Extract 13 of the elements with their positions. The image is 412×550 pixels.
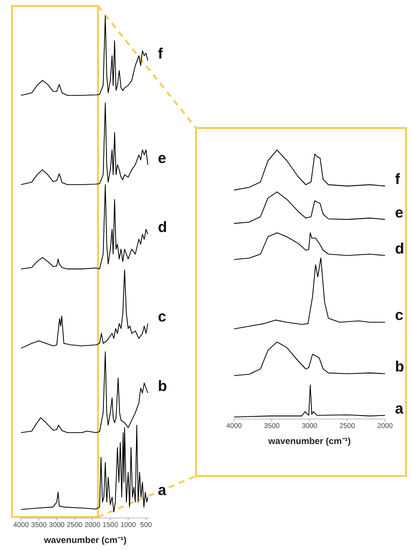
series-label: d	[395, 240, 404, 258]
series-label: f	[158, 46, 164, 63]
series-label: f	[395, 171, 401, 188]
x-axis-title: wavenumber (cm⁻¹)	[43, 535, 127, 545]
series-label: e	[158, 150, 166, 167]
series-label: a	[395, 400, 404, 418]
series-label: e	[395, 204, 404, 222]
x-axis-title: wavenumber (cm⁻¹)	[267, 436, 351, 446]
series-label: b	[395, 358, 404, 376]
series-label: c	[395, 307, 404, 324]
series-label: d	[158, 219, 167, 236]
series-label: b	[158, 378, 167, 395]
series-label: c	[158, 308, 166, 326]
